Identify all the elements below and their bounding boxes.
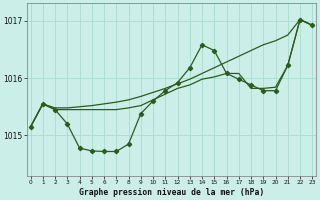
X-axis label: Graphe pression niveau de la mer (hPa): Graphe pression niveau de la mer (hPa)	[79, 188, 264, 197]
